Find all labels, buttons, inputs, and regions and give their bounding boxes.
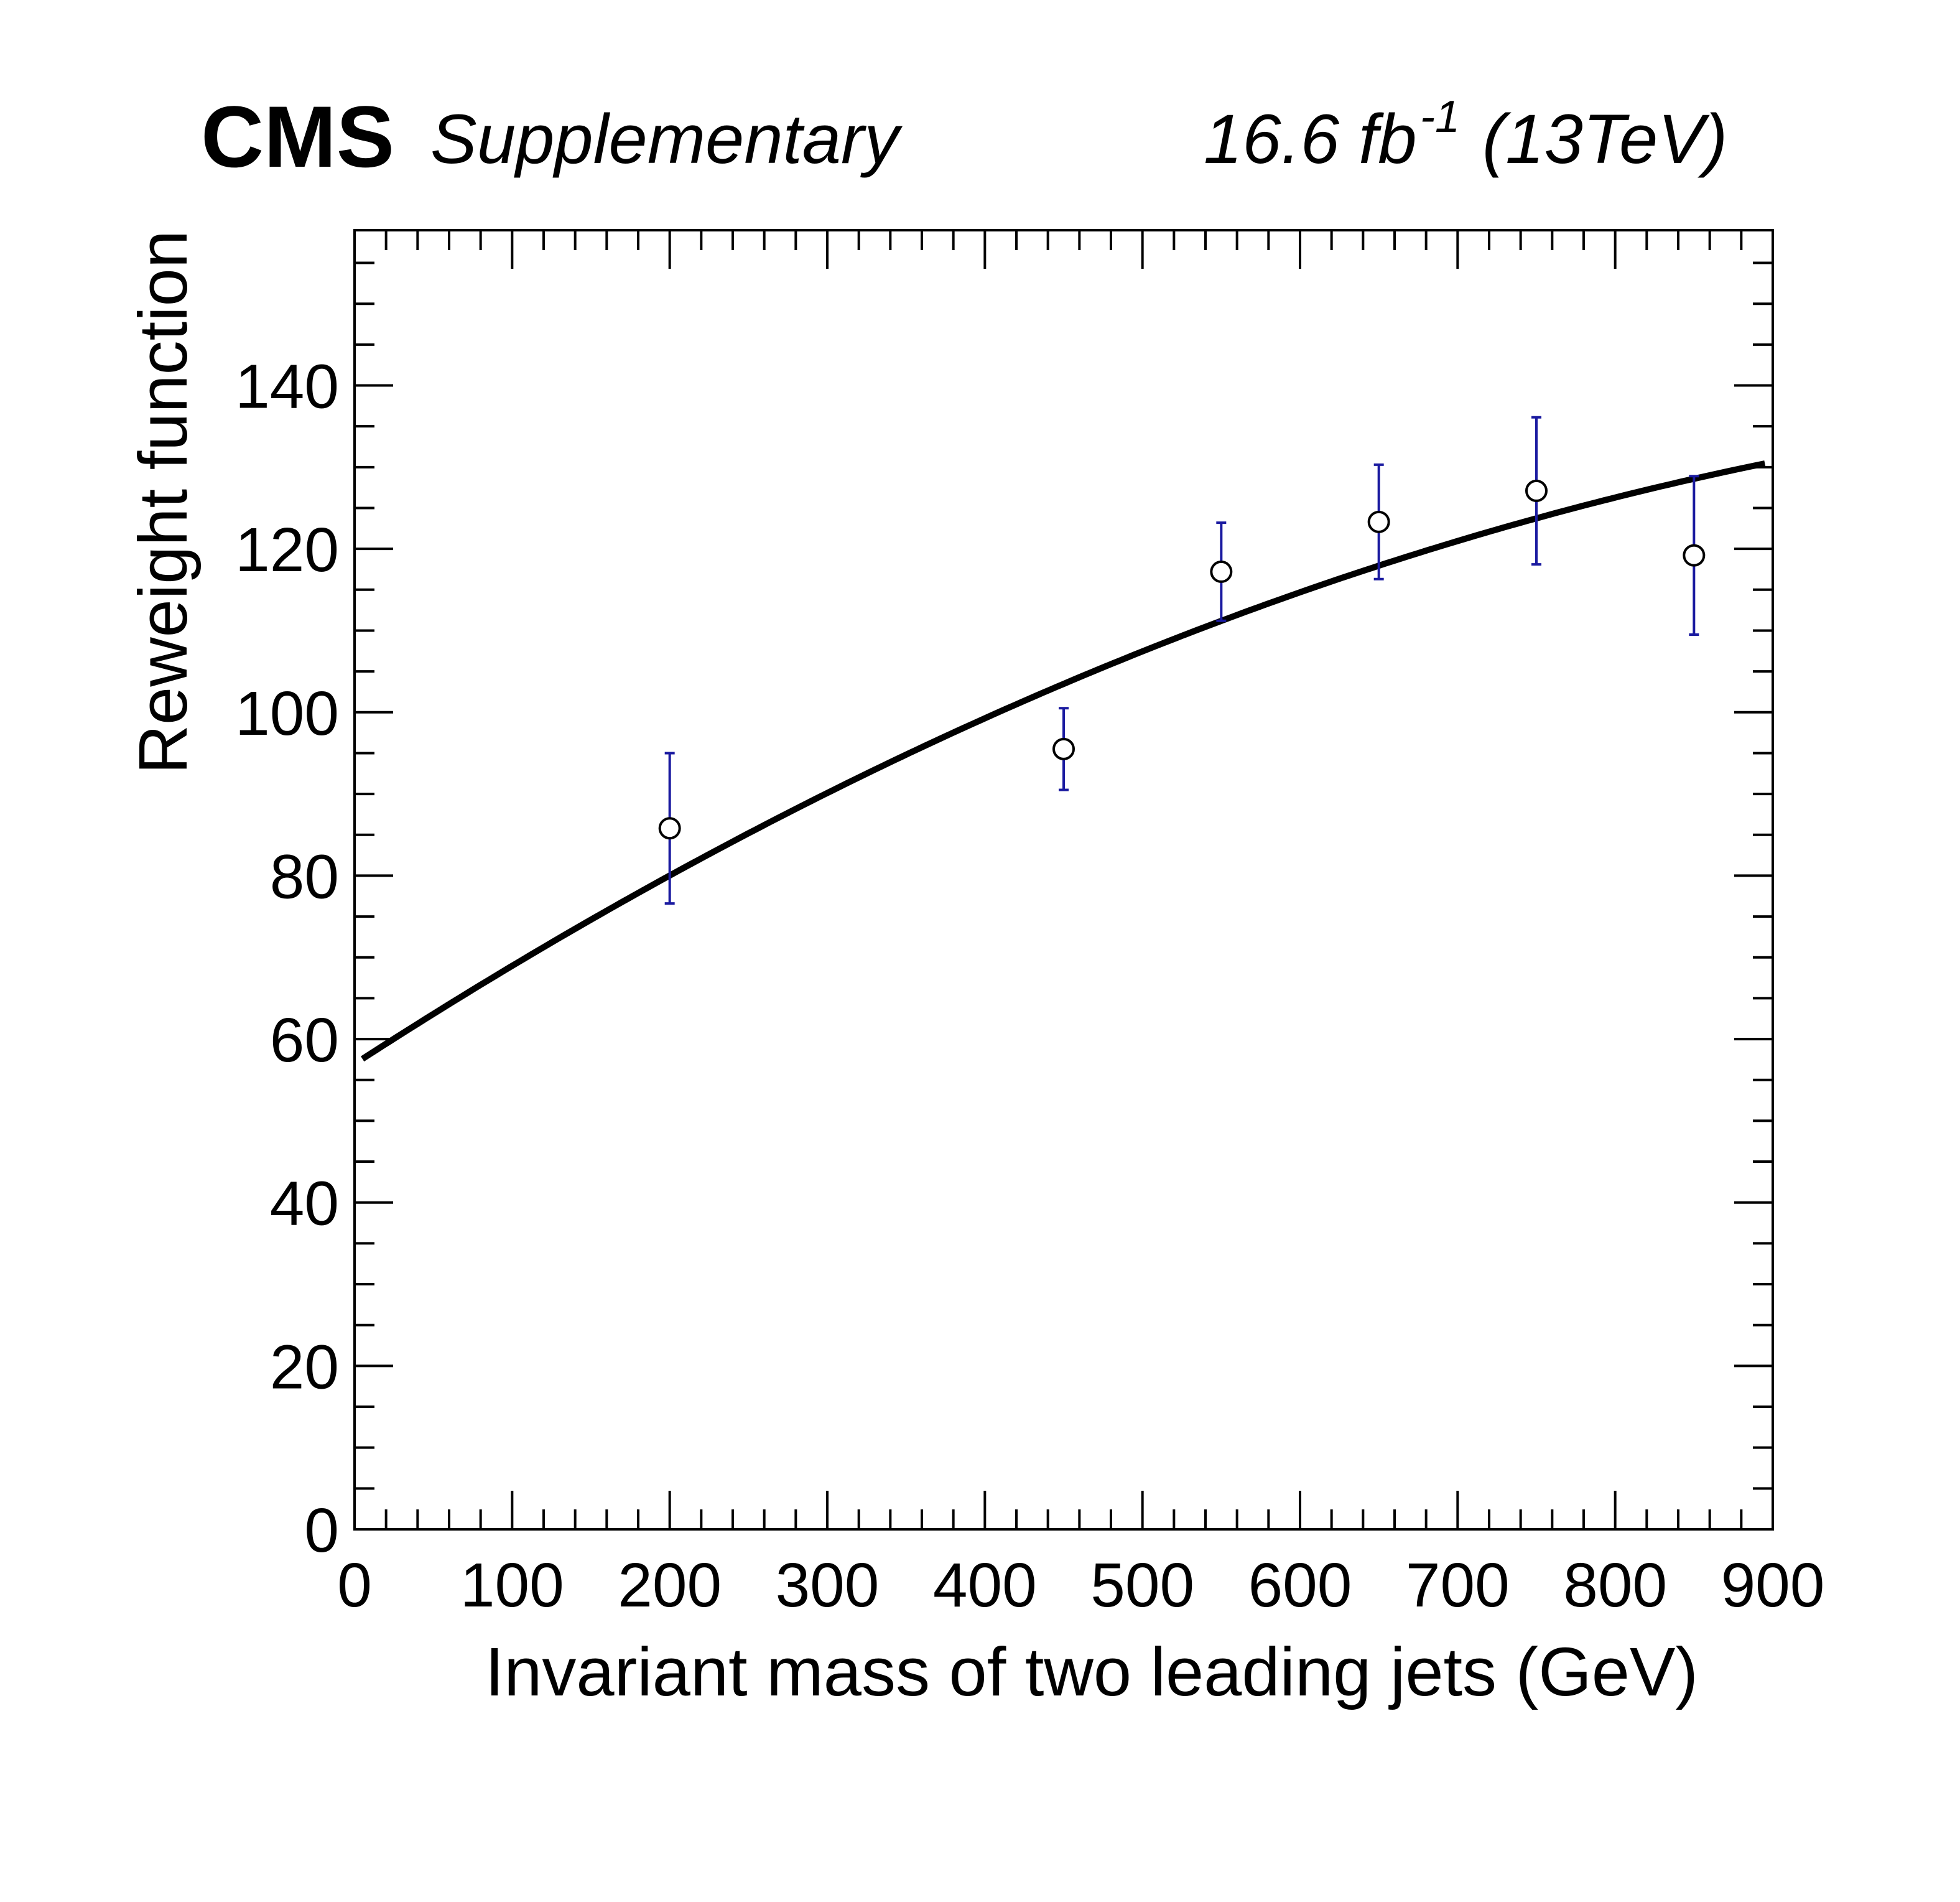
axis-ticks	[353, 230, 1774, 1531]
header-label: Supplementary	[430, 100, 903, 178]
data-point	[1052, 737, 1075, 760]
data-points-layer	[658, 416, 1706, 905]
y-tick-label: 60	[270, 1005, 339, 1075]
y-tick-label: 120	[235, 515, 339, 585]
plot-frame	[353, 229, 1774, 1531]
x-tick-label: 0	[337, 1550, 372, 1620]
x-tick-label: 100	[460, 1550, 564, 1620]
x-axis-title: Invariant mass of two leading jets (GeV)	[485, 1634, 1698, 1710]
x-tick-label: 200	[618, 1550, 722, 1620]
y-tick-label: 80	[270, 842, 339, 911]
y-tick-label: 20	[270, 1332, 339, 1402]
header-experiment: CMS	[201, 88, 394, 185]
data-point	[1210, 560, 1233, 583]
header-lumi-exponent: -1	[1420, 92, 1460, 142]
x-tick-label: 400	[933, 1550, 1037, 1620]
y-tick-label: 0	[304, 1496, 339, 1565]
data-point	[1525, 479, 1548, 502]
x-tick-label: 900	[1721, 1550, 1825, 1620]
header-lumi: 16.6 fb	[1204, 100, 1417, 178]
fit-curve-layer	[360, 460, 1766, 1062]
x-tick-label: 700	[1406, 1550, 1510, 1620]
data-point	[658, 817, 681, 840]
data-point	[1367, 510, 1390, 533]
x-tick-label: 300	[776, 1550, 880, 1620]
y-tick-label: 140	[235, 352, 339, 422]
y-tick-label: 100	[235, 679, 339, 748]
x-tick-label: 600	[1248, 1550, 1352, 1620]
axis-tick-labels: 0 100 200 300 400 500 600 700 800 900 0 20 40 60 80 100…	[235, 352, 1824, 1620]
fit-curve	[360, 460, 1766, 1062]
header-energy: (13TeV)	[1482, 100, 1727, 178]
y-axis-title: Reweight function	[125, 230, 202, 774]
y-tick-label: 40	[270, 1169, 339, 1239]
x-tick-label: 500	[1090, 1550, 1194, 1620]
data-point	[1683, 544, 1706, 567]
x-tick-label: 800	[1563, 1550, 1667, 1620]
